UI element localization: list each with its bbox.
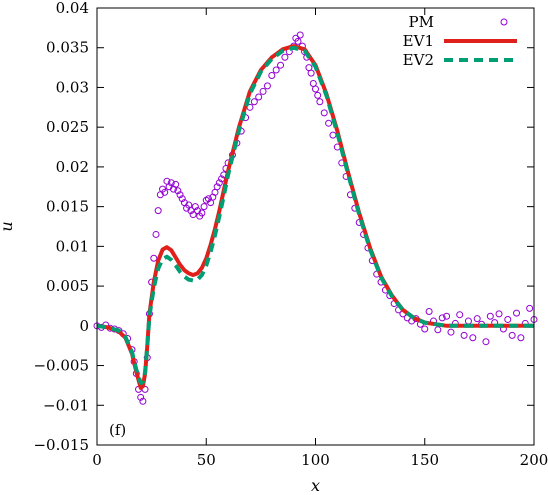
pm-point [460,331,468,339]
pm-point [141,385,149,393]
pm-point [191,203,199,211]
pm-point [296,31,304,39]
pm-point [255,93,263,101]
series-layer [93,31,538,405]
pm-point [421,325,429,333]
pm-point [316,98,324,106]
pm-point [438,314,446,322]
y-tick-label: −0.01 [43,396,89,414]
pm-point [137,393,145,401]
pm-point [263,82,271,90]
pm-point [161,188,169,196]
pm-point [259,87,267,95]
x-tick-label: 150 [410,451,439,469]
pm-point [139,397,147,405]
pm-point [456,311,464,319]
pm-point [425,308,433,316]
x-tick-label: 200 [520,451,548,469]
legend-label-ev1: EV1 [403,32,434,50]
pm-point [314,91,322,99]
pm-point [526,304,534,312]
y-tick-label: 0.02 [56,158,89,176]
pm-point [187,207,195,215]
y-tick-label: 0.03 [56,78,89,96]
legend-label-pm: PM [409,13,434,31]
pm-point [517,334,525,342]
pm-point [294,37,302,45]
ev2-line [96,45,534,385]
pm-point [443,312,451,320]
pm-point [277,61,285,69]
pm-point [434,326,442,334]
pm-point [172,180,180,188]
y-tick-label: 0.04 [56,0,89,17]
x-tick-label: 100 [301,451,330,469]
x-tick-label: 50 [197,451,216,469]
y-tick-label: −0.015 [33,436,89,454]
y-tick-label: 0.01 [56,237,89,255]
pm-point [447,328,455,336]
pm-point [312,85,319,93]
x-tick-label: 0 [92,451,102,469]
pm-point [281,53,289,61]
pm-point [154,207,162,215]
y-axis-title-group: u [0,221,16,231]
pm-point [198,209,206,217]
y-tick-label: 0 [79,317,89,335]
pm-point [482,338,490,346]
pm-point [189,211,197,219]
pm-point [469,334,477,342]
pm-point [152,230,160,238]
pm-point [167,179,175,187]
y-axis-title: u [0,221,16,231]
pm-point [513,309,521,317]
pm-point [150,254,158,262]
pm-point [268,72,276,80]
y-tick-label: 0.005 [46,277,89,295]
y-tick-label: 0.035 [46,39,89,57]
plot-frame [96,7,535,446]
pm-point [320,109,328,117]
pm-point [213,183,221,191]
pm-point [486,312,494,320]
pm-point [200,203,208,211]
pm-point [307,69,315,77]
pm-point [250,98,258,106]
pm-point [174,187,182,195]
pm-point [176,191,184,199]
pm-point [272,66,280,74]
legend-label-ev2: EV2 [403,51,434,69]
axis-ticks: 0 50 100 150 200 −0.015 −0.01 −0.005 0 0.005 0.01 0… [33,0,548,469]
legend-marker-pm [500,18,508,26]
pm-point [508,331,516,339]
pm-point [325,119,333,127]
pm-point [178,195,186,203]
pm-point [473,315,481,323]
y-tick-label: 0.025 [46,118,89,136]
y-tick-label: −0.005 [33,357,89,375]
panel-label: (f) [109,421,126,439]
pm-point [504,315,512,323]
x-axis-title: x [311,476,320,495]
pm-point [204,195,212,203]
y-tick-label: 0.015 [46,198,89,216]
pm-point [215,179,223,187]
pm-point [495,310,503,318]
